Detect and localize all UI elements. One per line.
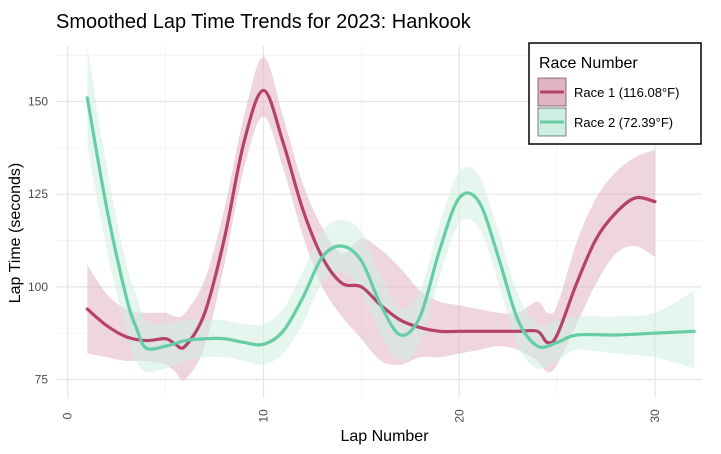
x-tick-label: 30 [648,409,662,423]
chart-title: Smoothed Lap Time Trends for 2023: Hanko… [56,11,472,33]
legend-label-1: Race 1 (116.08°F) [574,85,679,100]
series-line-1 [85,88,657,350]
series-line-2 [85,96,696,351]
series-lines [85,88,696,351]
y-axis-title: Lap Time (seconds) [7,163,24,304]
x-tick-label: 10 [257,409,271,423]
x-axis-ticks: 0 10 20 30 [61,409,662,423]
y-tick-label: 100 [28,280,48,294]
legend-title: Race Number [539,55,638,72]
y-tick-label: 75 [35,372,49,386]
x-tick-label: 20 [452,409,466,423]
y-axis-ticks: 75 100 125 150 [28,95,48,387]
x-tick-label: 0 [61,412,75,419]
legend-label-2: Race 2 (72.39°F) [574,115,673,130]
legend: Race Number Race 1 (116.08°F) Race 2 (72.… [528,42,702,145]
y-tick-label: 125 [28,187,48,201]
x-axis-title: Lap Number [340,428,429,445]
y-tick-label: 150 [28,95,48,109]
